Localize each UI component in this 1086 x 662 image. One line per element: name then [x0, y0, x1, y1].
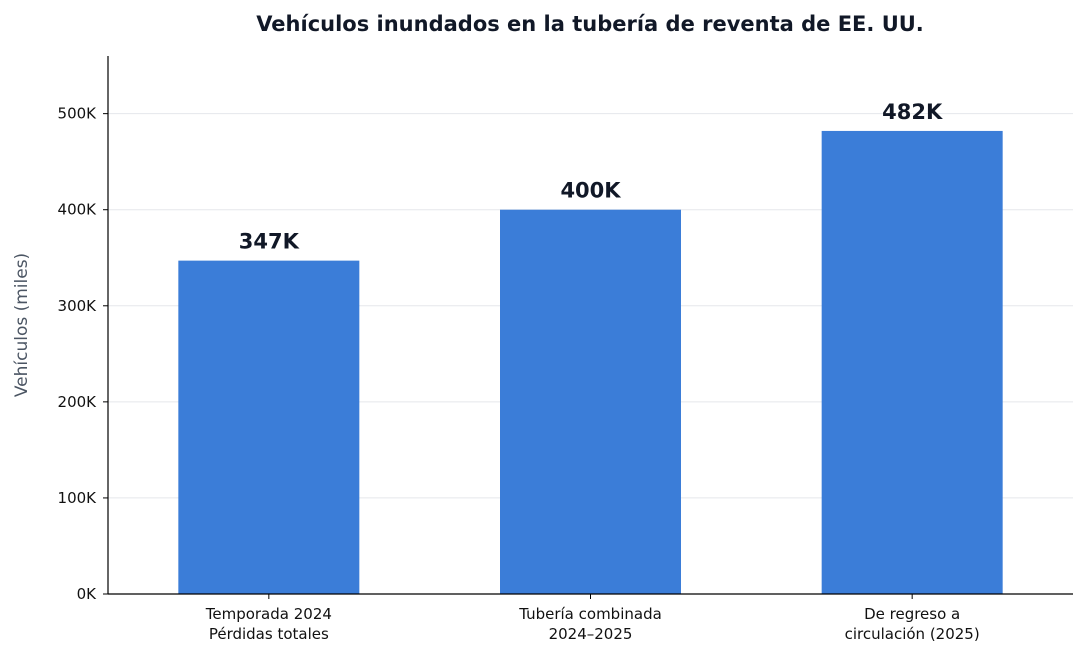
y-tick-label: 500K [58, 105, 98, 123]
x-tick-label: circulación (2025) [845, 625, 980, 643]
labels: 0K 100K 200K 300K 400K 500K 347K Temporada 2024… [58, 100, 980, 643]
bars [178, 130, 1003, 594]
y-tick-label: 0K [77, 585, 98, 603]
y-tick-label: 100K [58, 489, 98, 507]
bar [821, 130, 1003, 594]
x-tick-label: 2024–2025 [549, 625, 633, 643]
data-label: 482K [882, 100, 943, 124]
data-label: 400K [560, 179, 621, 203]
data-label: 347K [239, 230, 300, 254]
x-tick-label: Pérdidas totales [209, 625, 329, 643]
y-tick-label: 200K [58, 393, 98, 411]
chart-title: Vehículos inundados en la tubería de rev… [256, 12, 924, 36]
x-tick-label: De regreso a [864, 605, 960, 623]
x-tick-label: Temporada 2024 [205, 605, 332, 623]
axes [103, 56, 1073, 599]
bar [178, 260, 360, 594]
y-axis-label: Vehículos (miles) [12, 253, 32, 397]
y-tick-label: 300K [58, 297, 98, 315]
x-tick-label: Tubería combinada [518, 605, 662, 623]
bar [500, 209, 681, 594]
y-tick-label: 400K [58, 201, 98, 219]
